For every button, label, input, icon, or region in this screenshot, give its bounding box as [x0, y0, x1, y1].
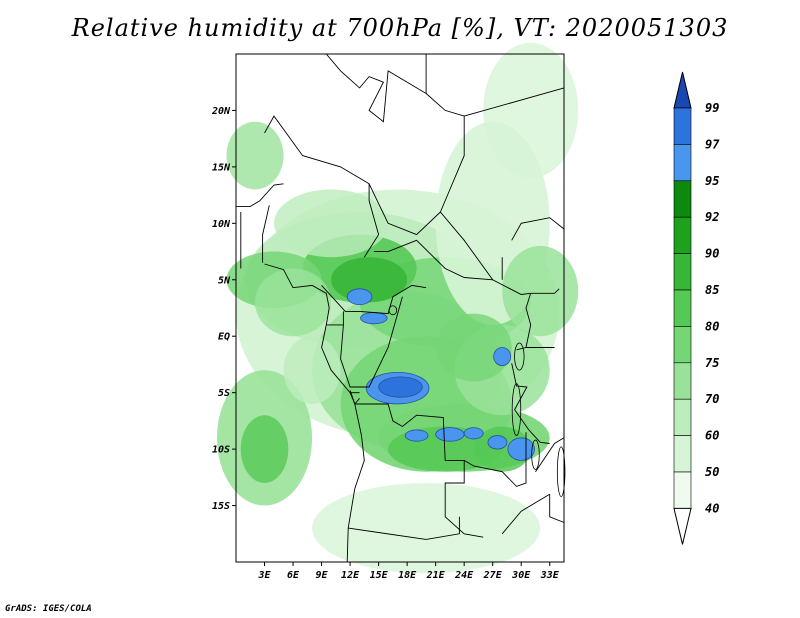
colorbar-label: 75: [705, 356, 719, 370]
lat-tick-label: 15N: [212, 162, 231, 173]
colorbar-label: 95: [705, 174, 719, 188]
colorbar-swatch: [673, 107, 692, 145]
lon-tick-label: 30E: [511, 570, 531, 581]
lon-tick-label: 6E: [287, 570, 300, 581]
border-line: [554, 288, 560, 294]
coastline: [264, 263, 365, 563]
colorbar-label: 50: [705, 465, 719, 479]
border-line: [340, 296, 403, 388]
colorbar-swatch: [673, 216, 692, 254]
lon-tick-label: 3E: [257, 570, 271, 581]
border-line: [368, 183, 441, 236]
border-line: [373, 239, 493, 281]
colorbar: 99 97 95 92 90 85 80 75 70 60 50 40: [673, 71, 720, 545]
colorbar-label: 92: [705, 210, 719, 224]
border-line: [262, 205, 270, 263]
border-line: [348, 527, 427, 540]
border-line: [349, 390, 484, 538]
lat-tick-label: EQ: [218, 332, 230, 343]
colorbar-swatch: [673, 289, 692, 327]
country-borders: [236, 53, 566, 563]
border-line: [325, 53, 427, 123]
colorbar-swatch: [673, 362, 692, 400]
lake-outline: [388, 305, 398, 316]
colorbar-swatch: [673, 180, 692, 218]
lat-tick-label: 20N: [211, 106, 231, 117]
border-line: [463, 432, 527, 487]
lat-tick-label: 15S: [212, 501, 230, 512]
border-line: [264, 115, 380, 258]
colorbar-swatch: [673, 435, 692, 473]
border-line: [354, 398, 360, 405]
lat-tick-label: 10N: [212, 219, 231, 230]
colorbar-swatch: [673, 326, 692, 364]
lake-outline: [556, 446, 566, 497]
lake-outline: [531, 439, 540, 470]
border-line: [464, 87, 565, 117]
colorbar-bottom-arrow: [673, 507, 692, 545]
grads-credit: GrADS: IGES/COLA: [5, 604, 92, 614]
colorbar-label: 80: [705, 319, 719, 333]
colorbar-label: 97: [705, 137, 720, 151]
border-line: [535, 437, 565, 472]
border-line: [236, 183, 284, 207]
border-line: [511, 363, 550, 444]
colorbar-swatch: [673, 253, 692, 291]
lon-tick-label: 9E: [316, 570, 329, 581]
colorbar-label: 40: [705, 501, 719, 515]
lat-tick-label: 5N: [218, 275, 231, 286]
colorbar-label: 99: [705, 101, 719, 115]
colorbar-label: 85: [705, 283, 719, 297]
lat-tick-label: 10S: [212, 445, 230, 456]
lake-outline: [511, 383, 522, 436]
axis-ticks: 3E 6E 9E 12E 15E 18E 21E 24E 27E 30E 33E 20N 15N 10N 5…: [211, 106, 560, 581]
humidity-field: [216, 42, 579, 574]
chart-title: Relative humidity at 700hPa [%], VT: 202…: [71, 14, 729, 42]
lon-tick-label: 33E: [540, 570, 560, 581]
colorbar-swatch: [673, 144, 692, 182]
border-line: [511, 217, 565, 241]
colorbar-label: 60: [705, 429, 719, 443]
lon-tick-label: 15E: [370, 570, 389, 581]
colorbar-label: 70: [705, 392, 719, 406]
border-line: [426, 516, 460, 540]
lake-outline: [514, 342, 525, 371]
lat-tick-label: 5S: [218, 388, 230, 399]
border-line: [321, 284, 427, 315]
lon-tick-label: 21E: [426, 570, 446, 581]
colorbar-swatch: [673, 471, 692, 509]
colorbar-swatch: [673, 398, 692, 436]
lon-tick-label: 18E: [398, 570, 417, 581]
lon-tick-label: 27E: [483, 570, 503, 581]
lon-tick-label: 12E: [341, 570, 360, 581]
lon-tick-label: 24E: [454, 570, 474, 581]
border-line: [501, 493, 550, 535]
colorbar-top-arrow: [673, 71, 692, 109]
border-line: [549, 494, 565, 523]
map-frame: [235, 53, 565, 563]
colorbar-label: 90: [705, 247, 719, 261]
